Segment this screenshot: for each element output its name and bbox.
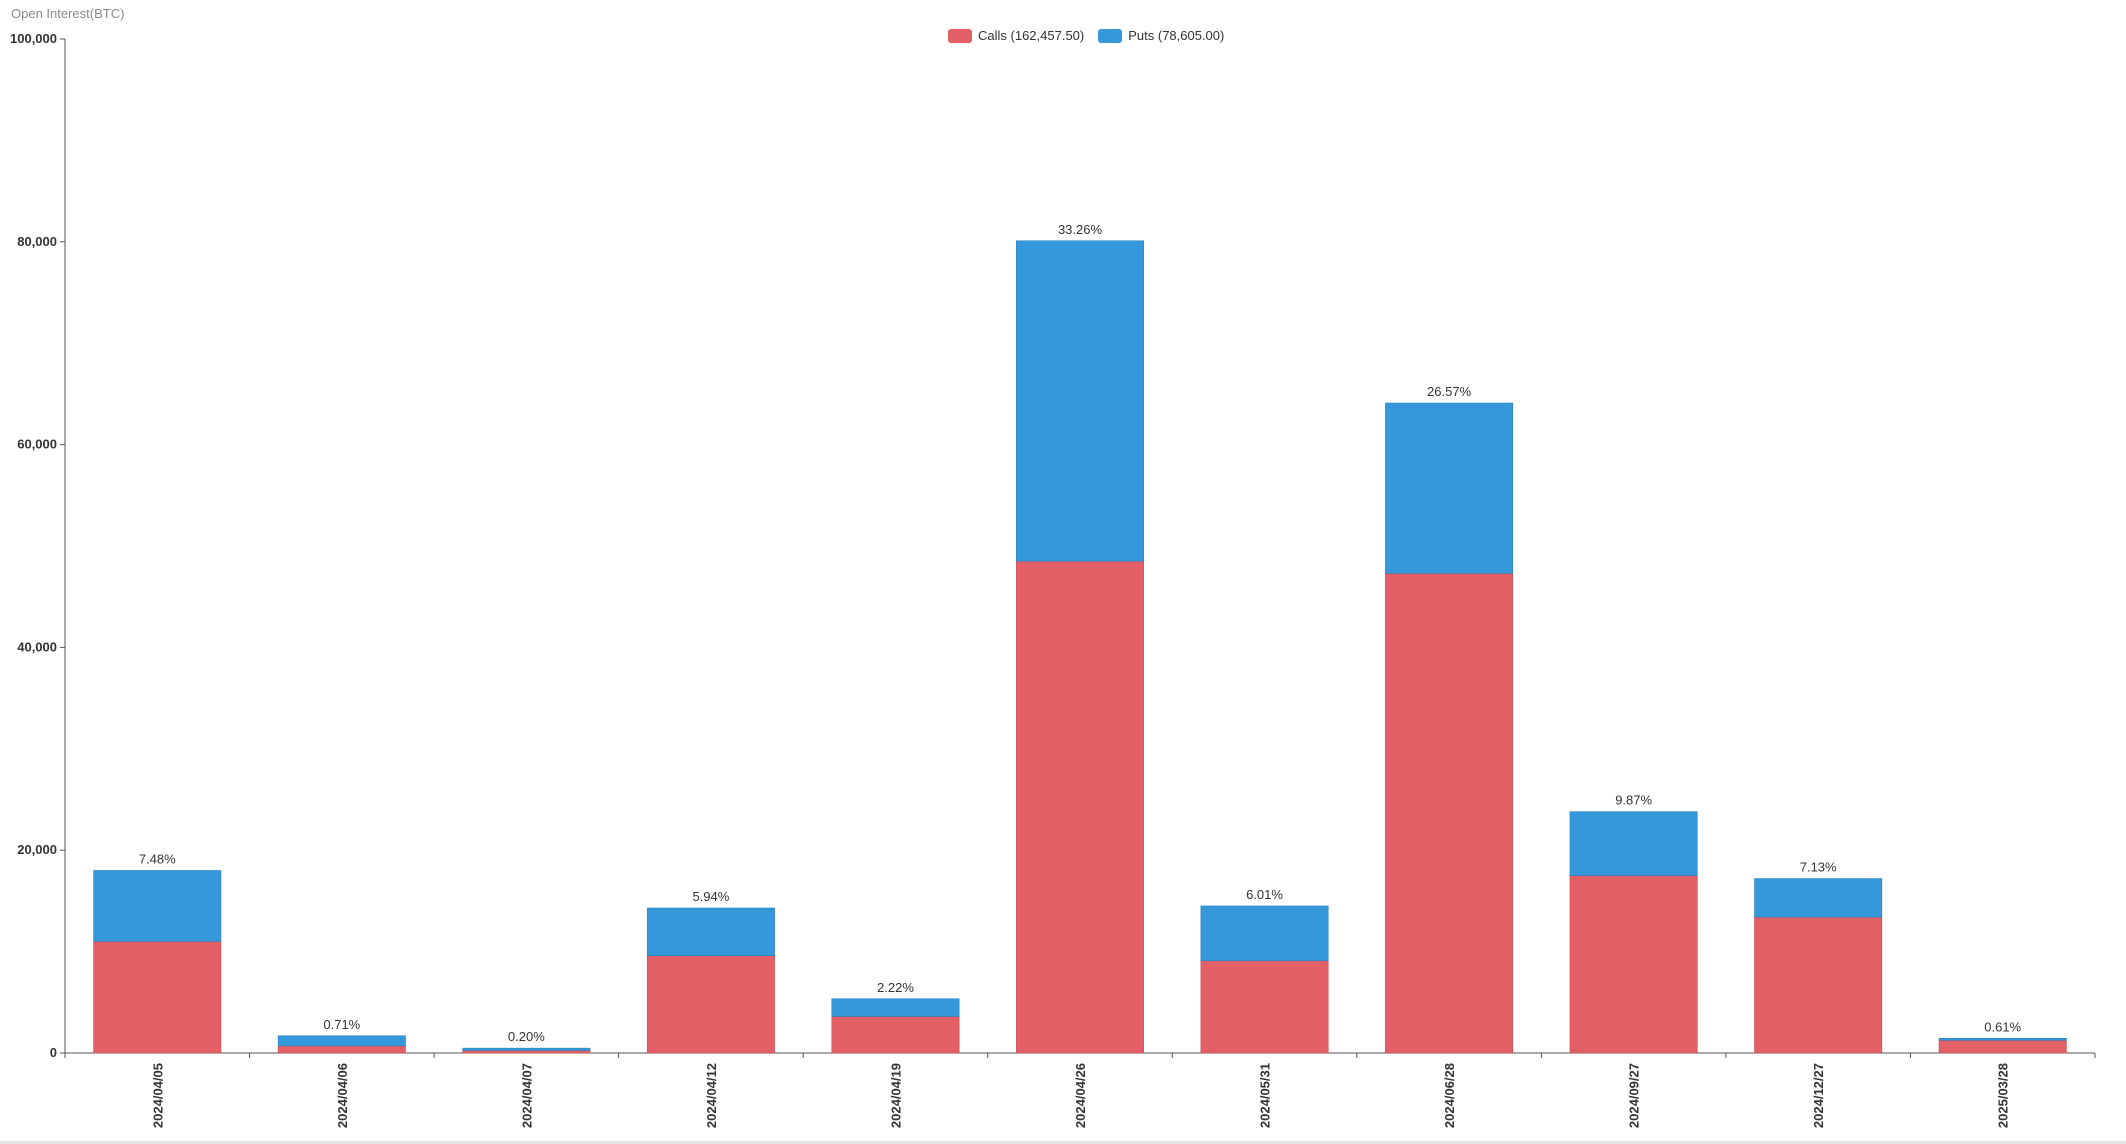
bar-puts-2024-06-28[interactable] — [1385, 402, 1514, 574]
bar-calls-2024-05-31[interactable] — [1200, 960, 1329, 1054]
bar-calls-2024-06-28[interactable] — [1385, 573, 1514, 1054]
x-tick-label: 2024/04/06 — [335, 1063, 350, 1128]
legend: Calls (162,457.50) Puts (78,605.00) — [948, 28, 1224, 43]
bar-calls-2025-03-28[interactable] — [1938, 1040, 2067, 1054]
bar-percent-label: 6.01% — [1246, 887, 1283, 902]
bar-calls-2024-04-26[interactable] — [1016, 560, 1144, 1054]
bar-puts-2025-03-28[interactable] — [1938, 1037, 2067, 1041]
bar-percent-label: 7.13% — [1800, 860, 1837, 875]
x-tick-label: 2024/05/31 — [1258, 1063, 1273, 1128]
y-tick-label: 100,000 — [10, 31, 57, 46]
bar-percent-label: 33.26% — [1058, 222, 1103, 237]
y-tick-label: 0 — [50, 1045, 57, 1060]
bar-percent-label: 7.48% — [139, 851, 176, 866]
bar-labels: 7.48% 0.71% 0.20% 5.94% 2.22% 33.26% 6.01% 26.5… — [139, 222, 2022, 1044]
x-tick-label: 2024/12/27 — [1811, 1063, 1826, 1128]
legend-item-puts[interactable]: Puts (78,605.00) — [1098, 28, 1224, 43]
legend-item-calls[interactable]: Calls (162,457.50) — [948, 28, 1084, 43]
bar-calls-2024-04-12[interactable] — [646, 955, 775, 1054]
x-tick-label: 2025/03/28 — [1996, 1063, 2011, 1128]
bar-percent-label: 0.61% — [1984, 1019, 2021, 1034]
x-tick-label: 2024/04/07 — [519, 1063, 534, 1128]
x-tick-label: 2024/04/26 — [1073, 1063, 1088, 1128]
x-axis-ticks: 2024/04/05 2024/04/06 2024/04/07 2024/04/12… — [64, 1053, 2096, 1128]
x-tick-label: 2024/04/12 — [704, 1063, 719, 1128]
x-tick-label: 2024/09/27 — [1627, 1063, 1642, 1128]
y-tick-label: 60,000 — [17, 437, 57, 452]
bar-percent-label: 0.20% — [508, 1029, 545, 1044]
bar-percent-label: 26.57% — [1427, 384, 1472, 399]
legend-swatch-puts — [1098, 28, 1123, 43]
bar-puts-2024-04-26[interactable] — [1016, 240, 1144, 562]
bar-puts-2024-05-31[interactable] — [1200, 905, 1329, 962]
bar-calls-2024-04-19[interactable] — [831, 1016, 960, 1054]
bar-puts-2024-04-05[interactable] — [93, 870, 222, 942]
bar-percent-label: 9.87% — [1615, 793, 1652, 808]
bar-puts-2024-09-27[interactable] — [1569, 811, 1698, 876]
y-axis-ticks: 0 20,000 40,000 60,000 80,000 100,000 — [10, 31, 65, 1060]
bar-percent-label: 0.71% — [323, 1017, 360, 1032]
legend-swatch-calls — [948, 28, 972, 43]
bar-calls-2024-09-27[interactable] — [1569, 875, 1698, 1054]
bar-calls-2024-04-07[interactable] — [462, 1050, 591, 1054]
bar-percent-label: 2.22% — [877, 980, 914, 995]
bar-puts-2024-04-07[interactable] — [462, 1047, 591, 1051]
y-tick-label: 40,000 — [17, 639, 57, 654]
y-tick-label: 20,000 — [17, 842, 57, 857]
legend-label-calls: Calls (162,457.50) — [978, 28, 1085, 43]
bar-percent-label: 5.94% — [692, 889, 729, 904]
bar-calls-2024-04-05[interactable] — [93, 941, 222, 1054]
legend-label-puts: Puts (78,605.00) — [1128, 28, 1225, 43]
x-tick-label: 2024/04/05 — [150, 1063, 165, 1128]
bars — [93, 240, 2067, 1054]
bar-puts-2024-04-19[interactable] — [831, 998, 960, 1017]
x-tick-label: 2024/06/28 — [1442, 1063, 1457, 1128]
bar-puts-2024-04-06[interactable] — [277, 1035, 406, 1047]
bottom-divider — [0, 1141, 2126, 1144]
bar-calls-2024-04-06[interactable] — [277, 1045, 406, 1054]
bar-puts-2024-12-27[interactable] — [1754, 878, 1883, 918]
bar-calls-2024-12-27[interactable] — [1754, 916, 1883, 1054]
bar-puts-2024-04-12[interactable] — [646, 907, 775, 956]
x-tick-label: 2024/04/19 — [888, 1063, 903, 1128]
y-tick-label: 80,000 — [17, 234, 57, 249]
y-axis-title: Open Interest(BTC) — [11, 6, 125, 21]
